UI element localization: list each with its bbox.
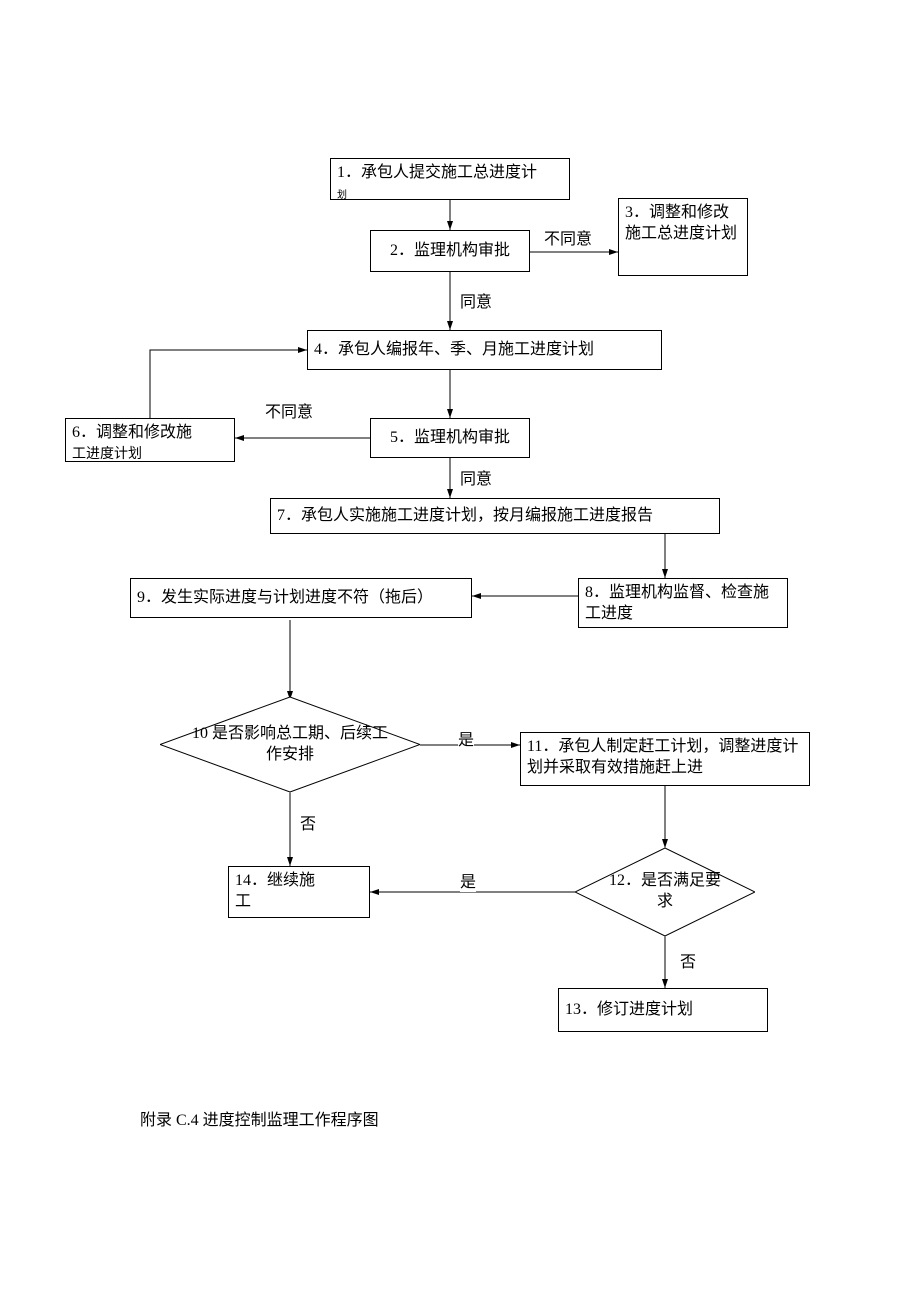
node-6: 6．调整和修改施 工进度计划 bbox=[65, 418, 235, 462]
node-12: 12．是否满足要求 bbox=[575, 848, 755, 936]
node-6-sub: 工进度计划 bbox=[72, 447, 142, 462]
label-yes-1: 是 bbox=[458, 726, 474, 750]
node-11-text: 11．承包人制定赶工计划，调整进度计划并采取有效措施赶上进 bbox=[527, 738, 798, 776]
node-3: 3．调整和修改施工总进度计划 bbox=[618, 198, 748, 276]
node-14-sub: 工 bbox=[235, 893, 251, 910]
node-14: 14．继续施 工 bbox=[228, 866, 370, 918]
node-3-text: 3．调整和修改施工总进度计划 bbox=[625, 204, 737, 242]
label-agree-1: 同意 bbox=[460, 288, 492, 312]
node-13: 13．修订进度计划 bbox=[558, 988, 768, 1032]
node-1: 1．承包人提交施工总进度计 划 bbox=[330, 158, 570, 200]
node-13-text: 13．修订进度计划 bbox=[565, 1000, 693, 1021]
label-disagree-1: 不同意 bbox=[544, 225, 592, 249]
node-4: 4．承包人编报年、季、月施工进度计划 bbox=[307, 330, 662, 370]
node-2: 2．监理机构审批 bbox=[370, 230, 530, 272]
node-10-text: 10 是否影响总工期、后续工作安排 bbox=[190, 724, 390, 766]
node-6-text: 6．调整和修改施 bbox=[72, 424, 192, 441]
caption: 附录 C.4 进度控制监理工作程序图 bbox=[140, 1106, 379, 1130]
label-agree-2: 同意 bbox=[460, 465, 492, 489]
node-9-text: 9．发生实际进度与计划进度不符（拖后） bbox=[137, 588, 433, 609]
node-5: 5．监理机构审批 bbox=[370, 418, 530, 458]
node-11: 11．承包人制定赶工计划，调整进度计划并采取有效措施赶上进 bbox=[520, 732, 810, 786]
label-yes-2: 是 bbox=[460, 868, 476, 892]
node-8: 8．监理机构监督、检查施工进度 bbox=[578, 578, 788, 628]
node-4-text: 4．承包人编报年、季、月施工进度计划 bbox=[314, 340, 594, 361]
node-8-text: 8．监理机构监督、检查施工进度 bbox=[585, 584, 769, 622]
node-7: 7．承包人实施施工进度计划，按月编报施工进度报告 bbox=[270, 498, 720, 534]
node-14-text: 14．继续施 bbox=[235, 872, 315, 889]
flowchart-canvas: 1．承包人提交施工总进度计 划 2．监理机构审批 3．调整和修改施工总进度计划 … bbox=[0, 0, 920, 1302]
node-2-text: 2．监理机构审批 bbox=[390, 241, 510, 262]
node-5-text: 5．监理机构审批 bbox=[390, 428, 510, 449]
node-7-text: 7．承包人实施施工进度计划，按月编报施工进度报告 bbox=[277, 506, 653, 527]
label-no-2: 否 bbox=[680, 948, 696, 972]
node-10: 10 是否影响总工期、后续工作安排 bbox=[160, 697, 420, 792]
node-1-text: 1．承包人提交施工总进度计 bbox=[337, 164, 537, 181]
node-9: 9．发生实际进度与计划进度不符（拖后） bbox=[130, 578, 472, 618]
node-12-text: 12．是否满足要求 bbox=[605, 871, 725, 913]
node-1-sub: 划 bbox=[337, 190, 347, 201]
label-disagree-2: 不同意 bbox=[265, 398, 313, 422]
label-no-1: 否 bbox=[300, 810, 316, 834]
